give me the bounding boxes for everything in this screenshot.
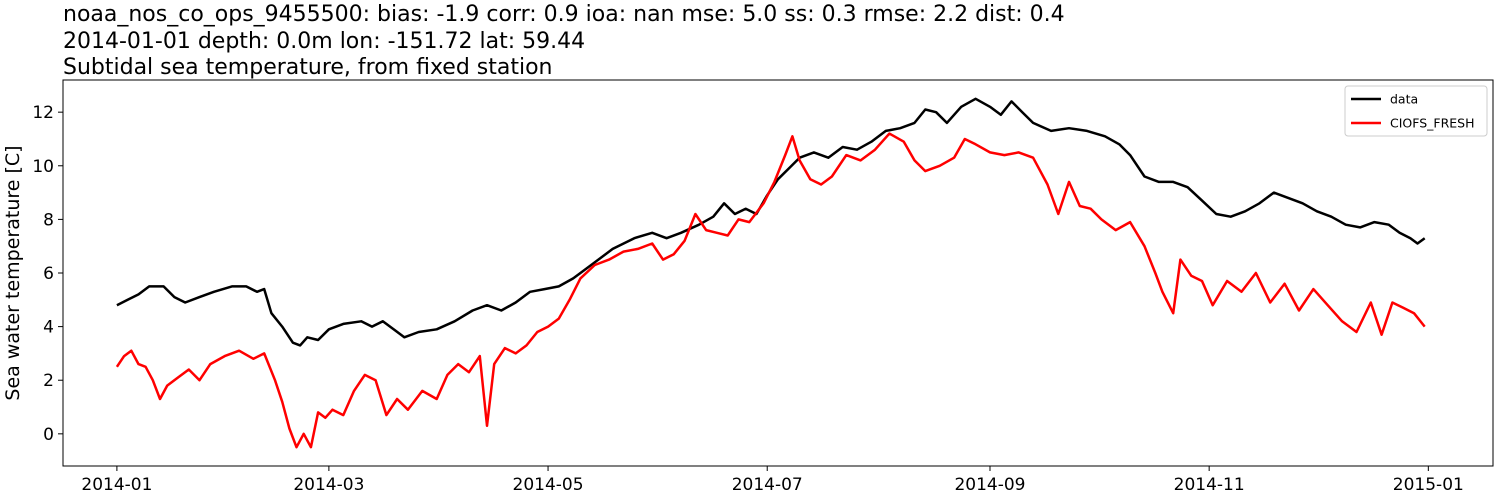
x-tick-label: 2014-05 — [513, 475, 584, 495]
y-tick-label: 2 — [43, 371, 54, 391]
y-axis: 0 2 4 6 8 10 12 — [32, 103, 63, 445]
chart-title-line-1: noaa_nos_co_ops_9455500: bias: -1.9 corr… — [63, 2, 1065, 27]
y-tick-label: 6 — [43, 264, 54, 284]
series-line-ciofs-fresh — [115, 132, 1426, 449]
y-tick-label: 10 — [32, 157, 54, 177]
y-tick-label: 0 — [43, 425, 54, 445]
x-tick-label: 2014-09 — [954, 475, 1025, 495]
legend: data CIOFS_FRESH — [1344, 85, 1488, 137]
x-tick-label: 2014-01 — [81, 475, 152, 495]
y-tick-label: 8 — [43, 210, 54, 230]
series-line-data — [116, 97, 1426, 347]
chart-title-line-2: 2014-01-01 depth: 0.0m lon: -151.72 lat:… — [63, 29, 586, 54]
x-axis: 2014-01 2014-03 2014-05 2014-07 2014-09 2014-… — [81, 466, 1464, 495]
x-tick-label: 2014-03 — [293, 475, 364, 495]
plot-frame — [62, 79, 1494, 467]
x-tick-label: 2014-07 — [732, 475, 803, 495]
x-tick-label: 2014-11 — [1174, 475, 1245, 495]
series-layer — [115, 97, 1426, 449]
x-tick-label: 2015-01 — [1393, 475, 1464, 495]
chart-title-line-3: Subtidal sea temperature, from fixed sta… — [63, 55, 553, 80]
legend-label: data — [1390, 92, 1418, 107]
y-tick-label: 12 — [32, 103, 54, 123]
y-tick-label: 4 — [43, 318, 54, 338]
y-axis-label: Sea water temperature [C] — [2, 145, 24, 400]
legend-label: CIOFS_FRESH — [1390, 116, 1475, 131]
